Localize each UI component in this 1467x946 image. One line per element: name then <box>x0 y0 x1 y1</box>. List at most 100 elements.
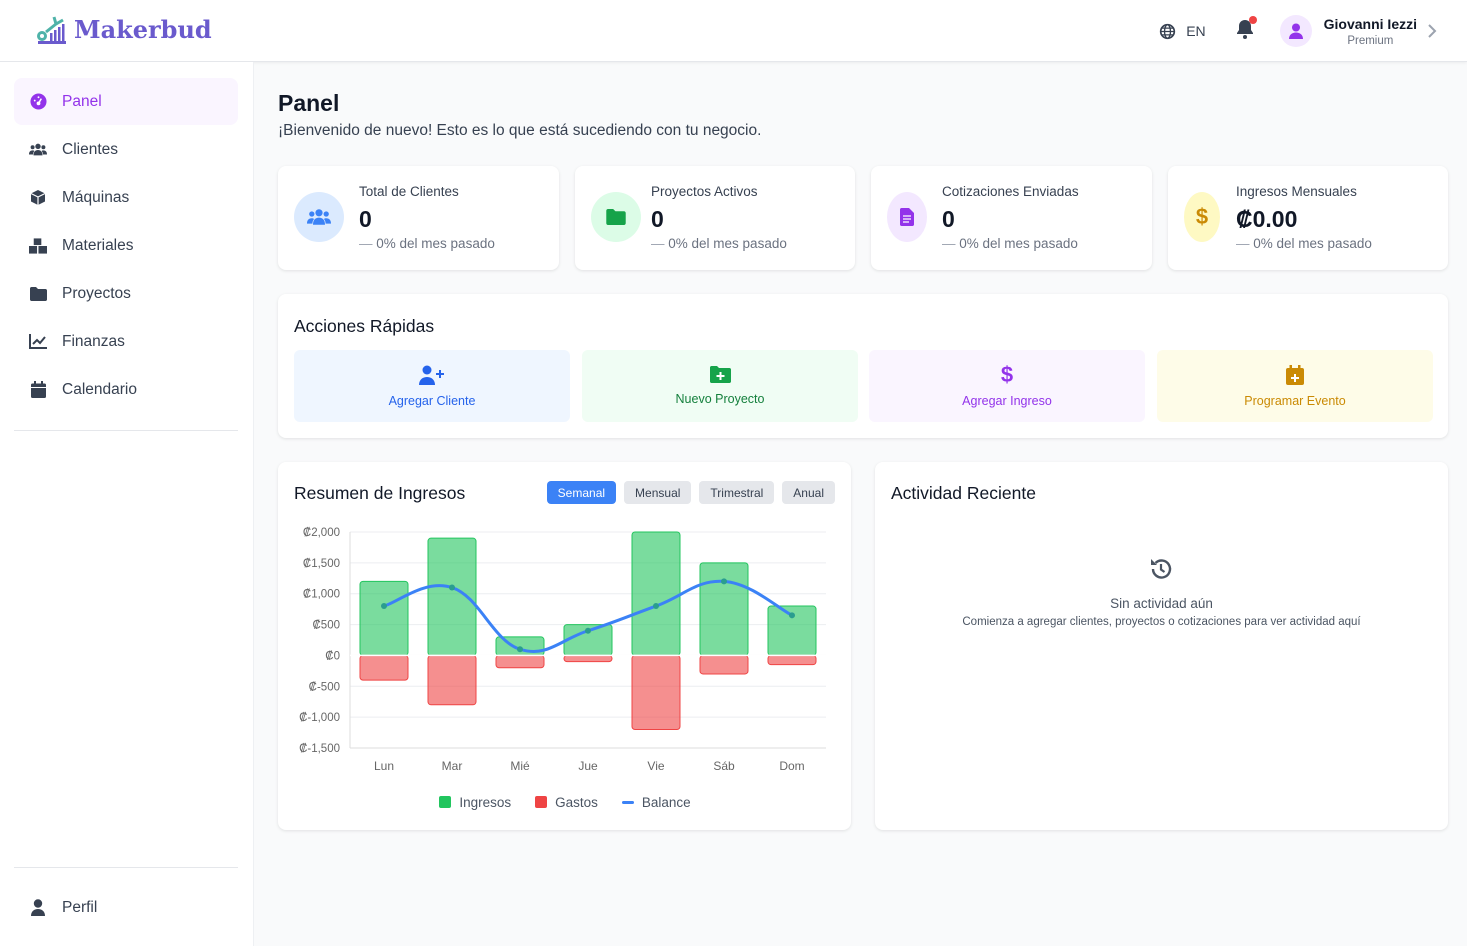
bar-gastos <box>767 654 817 666</box>
stat-card-projects: Proyectos Activos 0 — 0% del mes pasado <box>575 166 855 270</box>
stat-change-text: 0% del mes pasado <box>959 236 1078 251</box>
language-selector[interactable]: EN <box>1159 23 1206 40</box>
notification-dot <box>1248 15 1257 24</box>
user-name: Giovanni Iezzi <box>1323 15 1417 32</box>
bar-gastos <box>631 654 681 730</box>
language-label: EN <box>1186 23 1206 39</box>
action-label: Agregar Cliente <box>388 393 476 408</box>
stat-card-clients: Total de Clientes 0 — 0% del mes pasado <box>278 166 559 270</box>
sidebar: Panel Clientes Máquinas Materiales Proye… <box>0 62 254 946</box>
history-icon <box>1151 559 1172 579</box>
period-tabs: Semanal Mensual Trimestral Anual <box>546 481 835 504</box>
balance-point <box>585 627 591 634</box>
revenue-summary-card: Resumen de Ingresos Semanal Mensual Trim… <box>278 462 851 830</box>
folder-icon <box>606 209 626 225</box>
bar-gastos <box>427 654 477 706</box>
section-title: Acciones Rápidas <box>294 316 435 336</box>
sidebar-item-calendario[interactable]: Calendario <box>14 366 238 413</box>
dollar-icon: $ <box>1000 361 1014 387</box>
stat-label: Ingresos Mensuales <box>1236 184 1357 199</box>
sidebar-item-proyectos[interactable]: Proyectos <box>14 270 238 317</box>
stat-card-revenue: $ Ingresos Mensuales ₡0.00 — 0% del mes … <box>1168 166 1448 270</box>
empty-text: Comienza a agregar clientes, proyectos o… <box>962 616 1361 628</box>
tab-mensual[interactable]: Mensual <box>624 481 692 504</box>
balance-point <box>381 603 387 610</box>
avatar[interactable] <box>1279 15 1312 47</box>
sidebar-item-label: Finanzas <box>62 332 125 350</box>
y-tick-label: ₡1,500 <box>303 558 340 570</box>
new-project-button[interactable]: Nuevo Proyecto <box>582 350 858 422</box>
sidebar-item-finanzas[interactable]: Finanzas <box>14 318 238 365</box>
logo-icon <box>37 16 66 44</box>
user-icon <box>31 899 45 916</box>
legend-balance[interactable]: Balance <box>621 795 691 810</box>
sidebar-item-clientes[interactable]: Clientes <box>14 126 238 173</box>
y-tick-label: ₡500 <box>313 620 341 632</box>
tab-semanal[interactable]: Semanal <box>546 481 617 504</box>
bar-gastos <box>495 654 545 669</box>
chevron-right-icon[interactable] <box>1427 23 1437 39</box>
sidebar-item-maquinas[interactable]: Máquinas <box>14 174 238 221</box>
x-tick-label: Lun <box>374 759 394 773</box>
user-icon <box>1288 23 1303 39</box>
calendar-icon <box>30 381 46 398</box>
boxes-icon <box>29 237 47 254</box>
bar-gastos <box>359 654 409 681</box>
sidebar-item-materiales[interactable]: Materiales <box>14 222 238 269</box>
stat-change: — 0% del mes pasado <box>651 236 787 251</box>
calendar-plus-icon <box>1286 364 1304 385</box>
add-client-button[interactable]: Agregar Cliente <box>294 350 570 422</box>
top-header: Makerbud EN Giovanni Iezzi Premium <box>0 0 1467 62</box>
chart-legend: Ingresos Gastos Balance <box>278 795 852 810</box>
user-menu[interactable]: Giovanni Iezzi Premium <box>1324 16 1417 47</box>
page-subtitle: ¡Bienvenido de nuevo! Esto es lo que est… <box>278 122 762 139</box>
user-plus-icon <box>419 365 444 385</box>
stat-change-text: 0% del mes pasado <box>668 236 787 251</box>
tab-trimestral[interactable]: Trimestral <box>699 481 775 504</box>
stat-value: 0 <box>651 206 664 232</box>
balance-point <box>721 578 727 585</box>
stat-value: 0 <box>359 206 372 232</box>
y-tick-label: ₡0 <box>325 650 340 662</box>
x-tick-label: Jue <box>578 759 598 773</box>
x-tick-label: Mié <box>510 759 530 773</box>
users-icon <box>29 143 47 156</box>
bar-ingresos <box>359 580 409 656</box>
legend-gastos[interactable]: Gastos <box>535 795 598 810</box>
stat-label: Total de Clientes <box>359 184 459 199</box>
stat-value: 0 <box>942 206 955 232</box>
y-tick-label: ₡-1,500 <box>299 743 340 755</box>
users-icon <box>307 209 331 225</box>
stat-label: Proyectos Activos <box>651 184 758 199</box>
dollar-icon: $ <box>1195 204 1209 229</box>
tab-anual[interactable]: Anual <box>782 481 835 504</box>
bar-ingresos <box>631 531 681 656</box>
brand-logo[interactable]: Makerbud <box>36 14 212 44</box>
sidebar-item-label: Proyectos <box>62 284 131 302</box>
y-tick-label: ₡1,000 <box>303 589 340 601</box>
add-income-button[interactable]: $ Agregar Ingreso <box>869 350 1145 422</box>
legend-label: Gastos <box>555 795 598 810</box>
stat-card-quotes: Cotizaciones Enviadas 0 — 0% del mes pas… <box>871 166 1152 270</box>
sidebar-item-panel[interactable]: Panel <box>14 78 238 125</box>
sidebar-item-label: Calendario <box>62 380 137 398</box>
y-tick-label: ₡2,000 <box>303 527 340 539</box>
x-tick-label: Mar <box>442 759 463 773</box>
stat-label: Cotizaciones Enviadas <box>942 184 1079 199</box>
bell-icon <box>1236 19 1253 39</box>
notifications-button[interactable] <box>1236 15 1257 44</box>
sidebar-item-perfil[interactable]: Perfil <box>14 884 238 931</box>
stat-value: ₡0.00 <box>1236 206 1298 232</box>
legend-ingresos[interactable]: Ingresos <box>439 795 511 810</box>
y-tick-label: ₡-1,000 <box>299 712 340 724</box>
stat-change-text: 0% del mes pasado <box>376 236 495 251</box>
chart-line-icon <box>29 334 47 349</box>
legend-label: Ingresos <box>459 795 512 810</box>
folder-icon <box>29 286 47 301</box>
quick-actions-card: Acciones Rápidas Agregar Cliente Nuevo P… <box>278 294 1448 438</box>
sidebar-item-label: Máquinas <box>62 188 130 206</box>
schedule-event-button[interactable]: Programar Evento <box>1157 350 1433 422</box>
action-label: Agregar Ingreso <box>962 393 1052 408</box>
stat-change-text: 0% del mes pasado <box>1253 236 1372 251</box>
stat-change: — 0% del mes pasado <box>359 236 495 251</box>
